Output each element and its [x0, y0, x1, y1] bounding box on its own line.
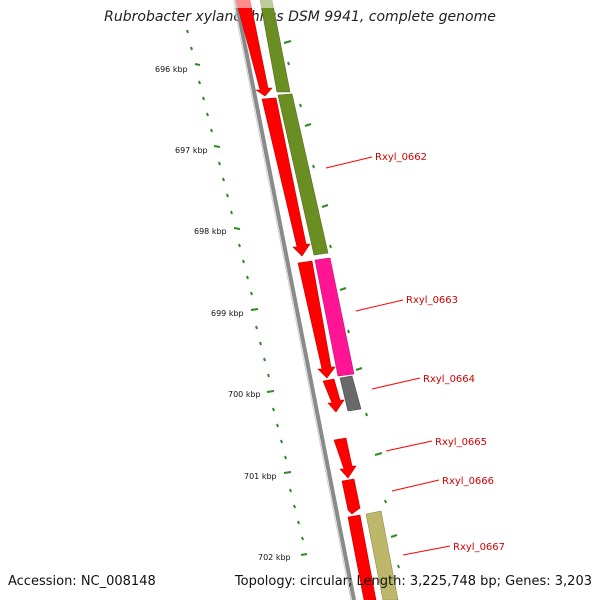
gene-label-rxyl-0665[interactable]: Rxyl_0665 — [435, 437, 487, 448]
tick-label-699: 699 kbp — [211, 309, 244, 318]
gene-block-0663 — [314, 257, 355, 377]
tick-label-698: 698 kbp — [194, 227, 227, 236]
tick-label-700: 700 kbp — [228, 390, 261, 399]
gene-label-rxyl-0664[interactable]: Rxyl_0664 — [423, 374, 475, 385]
gene-block-0664 — [339, 375, 362, 412]
gene-label-rxyl-0667[interactable]: Rxyl_0667 — [453, 542, 505, 553]
gene-label-rxyl-0662[interactable]: Rxyl_0662 — [375, 152, 427, 163]
arrow-1 — [235, 0, 273, 97]
arrow-5 — [333, 437, 357, 479]
tick-label-697: 697 kbp — [175, 146, 208, 155]
top-fade — [230, 0, 290, 8]
gc-content-ticks — [283, 40, 400, 569]
arrow-4 — [322, 378, 345, 413]
gene-block-0667 — [365, 510, 399, 600]
genome-summary-text: Topology: circular; Length: 3,225,748 bp… — [234, 574, 592, 589]
tick-track — [186, 29, 308, 556]
backbone-line — [234, 0, 356, 600]
tick-label-696: 696 kbp — [155, 65, 188, 74]
arrow-2 — [261, 97, 311, 257]
tick-label-702: 702 kbp — [258, 553, 291, 562]
arrow-7 — [347, 514, 377, 600]
accession-text: Accession: NC_008148 — [8, 574, 156, 589]
arrow-6 — [341, 478, 361, 515]
gene-label-rxyl-0666[interactable]: Rxyl_0666 — [442, 476, 494, 487]
map-title: Rubrobacter xylanophilus DSM 9941, compl… — [104, 9, 496, 25]
label-leaders — [325, 156, 451, 556]
gene-block-0662 — [277, 93, 329, 256]
gene-label-rxyl-0663[interactable]: Rxyl_0663 — [406, 295, 458, 306]
backbone-shadow — [232, 0, 352, 600]
gene-block-0662-top — [259, 0, 291, 93]
arrow-3 — [297, 260, 336, 379]
strand-arrows — [235, 0, 377, 600]
tick-label-701: 701 kbp — [244, 472, 277, 481]
